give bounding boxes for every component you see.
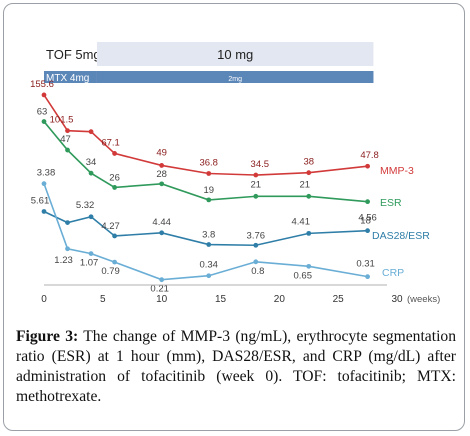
treatment-bar-label: 2mg — [228, 76, 242, 83]
data-label: 0.34 — [199, 260, 218, 271]
data-label: 63 — [37, 107, 48, 118]
data-label: 4.44 — [152, 217, 171, 228]
data-label: 4.56 — [358, 213, 377, 224]
data-label: 28 — [156, 169, 167, 180]
data-label: 67.1 — [101, 137, 120, 148]
data-label: 3.38 — [37, 168, 56, 179]
x-tick-label: 15 — [215, 294, 227, 305]
data-label: 0.79 — [101, 266, 120, 277]
data-label: 4.41 — [292, 216, 311, 227]
data-label: 0.8 — [251, 266, 264, 277]
data-label: 34 — [86, 157, 97, 168]
data-point — [88, 214, 94, 220]
data-point — [206, 273, 212, 279]
data-label: 21 — [299, 179, 310, 190]
data-label: 21 — [251, 179, 262, 190]
data-label: 5.61 — [31, 195, 50, 206]
treatment-bar — [96, 71, 374, 83]
data-point — [206, 171, 212, 176]
legend-label: DAS28/ESR — [372, 230, 430, 242]
data-point — [253, 242, 259, 248]
data-point — [65, 246, 70, 252]
data-point — [206, 242, 212, 247]
data-point — [365, 274, 370, 280]
data-point — [365, 163, 370, 169]
figure-caption: Figure 3: The change of MMP-3 (ng/mL), e… — [16, 327, 456, 407]
data-point — [159, 181, 165, 187]
data-point — [88, 170, 94, 176]
line-chart: TOF 5mg 10 mg MTX 4mg 2mg 155.6 101.5 67.1 49 36… — [30, 42, 440, 305]
data-point — [306, 230, 312, 236]
x-axis-unit: (weeks) — [407, 294, 440, 305]
treatment-bar-label: 10 mg — [217, 47, 253, 62]
data-point — [65, 128, 70, 134]
data-label: 0.65 — [294, 270, 313, 281]
legend-label: CRP — [382, 267, 404, 279]
data-point — [65, 220, 70, 226]
data-point — [365, 199, 370, 205]
data-point — [306, 170, 312, 176]
data-point — [253, 193, 259, 199]
data-point — [65, 147, 70, 153]
data-label: 0.31 — [356, 259, 375, 270]
data-point — [159, 277, 165, 283]
data-point — [159, 230, 165, 236]
data-point — [112, 185, 117, 190]
data-point — [41, 209, 47, 214]
data-label: 1.23 — [54, 255, 73, 266]
data-label: 1.07 — [80, 258, 99, 269]
data-point — [112, 151, 117, 156]
data-point — [112, 259, 117, 265]
treatment-bar-label: MTX 4mg — [46, 73, 89, 84]
caption-text: The change of MMP-3 (ng/mL), erythrocyte… — [16, 328, 456, 405]
x-tick-label: 5 — [100, 294, 106, 305]
data-point — [253, 172, 259, 178]
x-tick-label: 0 — [41, 294, 47, 305]
data-label: 18 — [360, 216, 371, 227]
data-point — [88, 251, 94, 257]
treatment-bar — [96, 42, 374, 66]
data-label: 36.8 — [199, 158, 218, 169]
data-point — [88, 129, 94, 135]
data-label: 47 — [60, 134, 71, 145]
data-label: 26 — [109, 172, 120, 183]
treatment-bar — [44, 71, 97, 83]
x-tick-label: 10 — [156, 294, 168, 305]
data-point — [306, 263, 312, 269]
data-label: 38 — [303, 157, 314, 168]
data-point — [253, 259, 259, 265]
data-label: 4.27 — [101, 221, 120, 232]
treatment-bar-label: TOF 5mg — [46, 47, 101, 62]
data-label: 49 — [156, 147, 167, 158]
data-label: 5.32 — [76, 200, 95, 211]
data-point — [206, 197, 212, 203]
treatment-bar — [44, 42, 97, 66]
data-label: 3.76 — [247, 230, 266, 241]
caption-label: Figure 3: — [16, 328, 79, 345]
data-label: 34.5 — [251, 159, 270, 170]
data-point — [41, 119, 47, 124]
data-label: 101.5 — [50, 115, 74, 126]
data-label: 3.8 — [202, 230, 215, 241]
data-label: 0.21 — [150, 284, 169, 295]
data-point — [112, 233, 117, 239]
data-point — [365, 228, 370, 234]
data-label: 155.6 — [30, 79, 54, 90]
x-tick-label: 20 — [274, 294, 286, 305]
data-point — [159, 163, 165, 168]
data-label: 19 — [203, 185, 214, 196]
data-point — [41, 92, 47, 98]
data-point — [306, 193, 312, 199]
x-tick-label: 25 — [333, 294, 345, 305]
legend-label: ESR — [380, 197, 402, 209]
data-label: 47.8 — [360, 150, 379, 161]
legend-label: MMP-3 — [380, 165, 414, 177]
data-point — [41, 181, 47, 187]
x-tick-label: 30 — [391, 294, 403, 305]
